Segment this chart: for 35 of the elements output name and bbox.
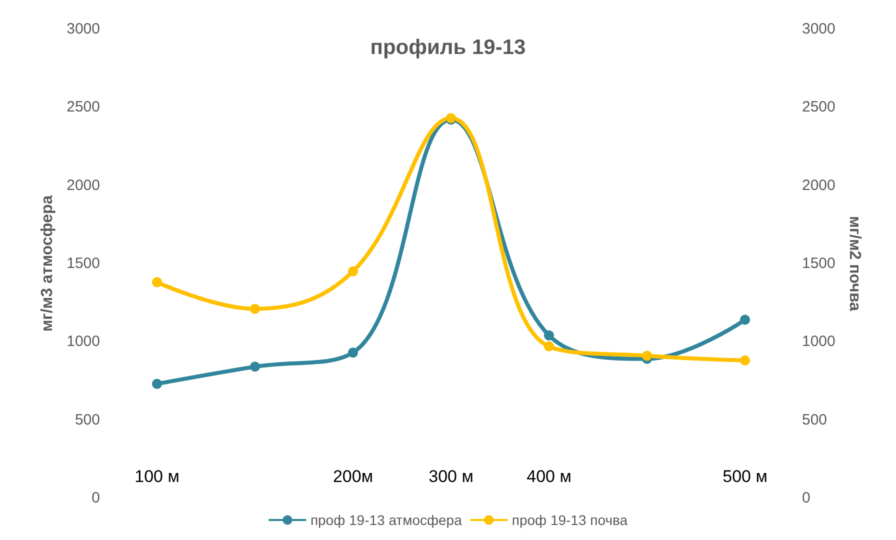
point (250, 304, 260, 314)
legend-label: проф 19-13 атмосфера (310, 512, 462, 528)
x-tick-label: 500 м (722, 467, 768, 486)
y2-tick-label: 2500 (802, 98, 836, 116)
y2-tick-label: 1500 (802, 255, 836, 272)
point (250, 362, 260, 372)
y-tick-label: 2500 (66, 98, 100, 116)
x-tick-label: 400 м (526, 467, 572, 486)
y-tick-label: 1000 (66, 333, 100, 350)
legend-label: проф 19-13 почва (512, 512, 628, 528)
y-axis-title: мг/м3 атмосфера (39, 195, 56, 332)
y-tick-label: 3000 (66, 20, 100, 38)
x-tick-label: 200м (332, 467, 374, 486)
point (544, 330, 554, 340)
y-tick-label: 1500 (66, 255, 100, 272)
point (152, 378, 162, 389)
y2-axis-title: мг/м2 почва (846, 216, 863, 312)
y2-tick-label: 500 (802, 411, 828, 428)
point (544, 341, 554, 352)
y-tick-label: 500 (74, 411, 100, 428)
point (642, 350, 652, 361)
x-tick-label: 300 м (428, 467, 474, 486)
y2-tick-label: 0 (802, 490, 810, 506)
point (152, 277, 162, 288)
point (740, 314, 750, 325)
point (348, 348, 358, 358)
x-tick-label: 100 м (134, 467, 180, 486)
y2-tick-label: 2000 (802, 176, 836, 194)
chart-title: профиль 19-13 (370, 36, 526, 59)
point (740, 355, 750, 366)
y-tick-label: 0 (92, 490, 100, 506)
y-tick-label: 2000 (66, 176, 100, 194)
y2-tick-label: 3000 (802, 20, 836, 38)
y2-tick-label: 1000 (802, 333, 836, 350)
point (348, 266, 358, 276)
